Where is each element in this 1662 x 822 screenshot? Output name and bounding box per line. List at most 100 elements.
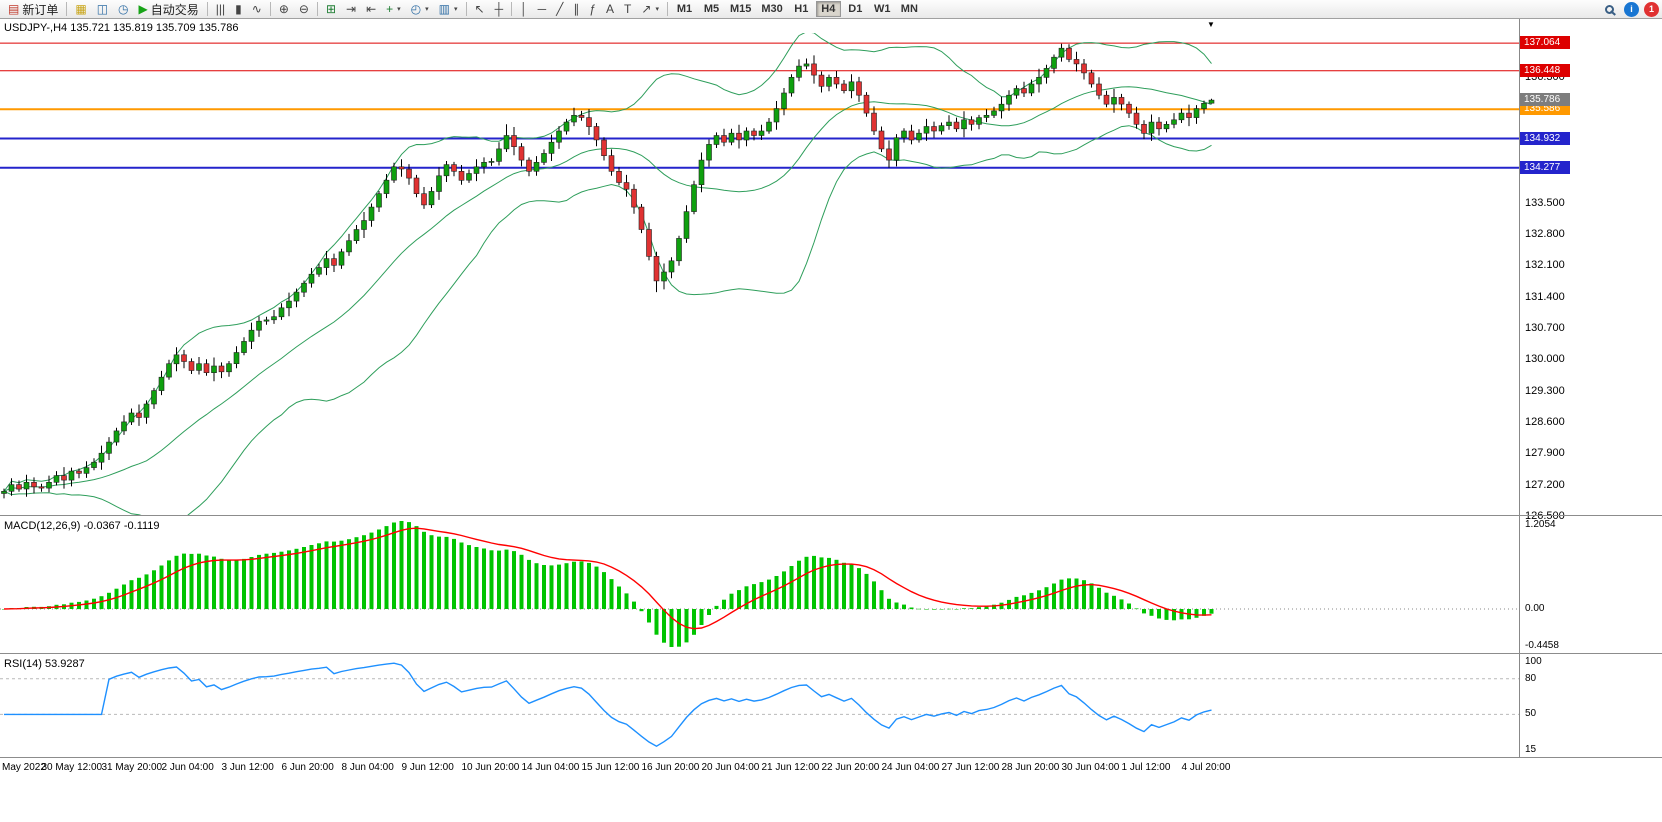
line-chart-icon: ∿ xyxy=(251,1,262,16)
arrow-icon: ↗ xyxy=(641,1,652,16)
vertical-line-button[interactable]: │ xyxy=(515,1,533,18)
macd-indicator-label: MACD(12,26,9) -0.0367 -0.1119 xyxy=(4,520,160,532)
time-axis-label: 9 Jun 12:00 xyxy=(401,762,454,773)
play-icon: ▶ xyxy=(138,1,148,16)
time-axis-label: 30 Jun 04:00 xyxy=(1061,762,1120,773)
crosshair-icon: ┼ xyxy=(494,1,504,16)
macd-main-value: -0.0367 xyxy=(83,520,121,532)
macd-panel-svg[interactable] xyxy=(0,517,1519,653)
time-axis-label: 15 Jun 12:00 xyxy=(581,762,640,773)
price-level-marker: 136.448 xyxy=(1520,63,1570,77)
rsi-indicator-label: RSI(14) 53.9287 xyxy=(4,658,85,670)
toolbar-separator xyxy=(511,2,513,16)
time-axis-label: May 2022 xyxy=(2,762,46,773)
level-lines xyxy=(0,42,1519,169)
text-label-button[interactable]: T xyxy=(619,1,636,18)
time-axis-label: 22 Jun 20:00 xyxy=(821,762,880,773)
toolbar-separator xyxy=(316,2,318,16)
notifications-button[interactable]: 1 xyxy=(1644,1,1659,17)
auto-scroll-button[interactable]: ⇥ xyxy=(341,1,361,18)
templates-icon: ▥ xyxy=(438,1,450,16)
horizontal-line-button[interactable]: ─ xyxy=(533,1,552,18)
time-axis-label: 27 Jun 12:00 xyxy=(941,762,1000,773)
price-axis-label: 130.000 xyxy=(1525,353,1565,366)
price-axis-label: 128.600 xyxy=(1525,415,1565,428)
price-axis-label: 132.800 xyxy=(1525,227,1565,240)
price-axis-label: 127.900 xyxy=(1525,447,1565,460)
panel-separator[interactable] xyxy=(0,653,1662,654)
indicators-add-icon: + xyxy=(386,1,394,16)
zoom-in-icon: ⊕ xyxy=(278,1,289,16)
cursor-button[interactable]: ↖ xyxy=(470,1,490,18)
market-watch-icon: ◷ xyxy=(118,1,129,16)
rsi-value: 53.9287 xyxy=(44,658,85,670)
tf-m5-button[interactable]: M5 xyxy=(699,1,724,17)
tf-h4-button[interactable]: H4 xyxy=(815,1,841,17)
macd-scale-max: 1.2054 xyxy=(1525,519,1556,530)
time-axis-label: 30 May 12:00 xyxy=(41,762,103,773)
line-chart-button[interactable]: ∿ xyxy=(247,1,267,18)
market-watch-button[interactable]: ◷ xyxy=(113,1,133,18)
indicators-button[interactable]: + ▾ xyxy=(381,1,406,18)
tile-windows-button[interactable]: ⊞ xyxy=(321,1,341,18)
chart-shift-icon: ⇤ xyxy=(366,1,377,16)
price-axis[interactable]: 136.300 133.500 132.800 132.100 131.400 130.7… xyxy=(1519,19,1662,758)
rsi-panel-svg[interactable] xyxy=(0,655,1519,756)
main-chart-svg[interactable] xyxy=(0,33,1519,515)
price-level-marker: 134.932 xyxy=(1520,131,1570,145)
price-level-marker: 137.064 xyxy=(1520,36,1570,50)
tf-m30-button[interactable]: M30 xyxy=(757,1,786,17)
time-axis-label: 4 Jul 20:00 xyxy=(1181,762,1231,773)
channel-button[interactable]: ∥ xyxy=(568,1,584,18)
symbol-period-label: USDJPY-,H4 xyxy=(4,22,68,34)
text-label-icon: T xyxy=(624,1,632,16)
chart-shift-button[interactable]: ⇤ xyxy=(361,1,381,18)
arrows-button[interactable]: ↗ ▾ xyxy=(636,1,664,18)
rsi-levels xyxy=(0,678,1519,715)
macd-signal-value: -0.1119 xyxy=(123,520,160,532)
zoom-out-button[interactable]: ⊖ xyxy=(294,1,314,18)
tf-h1-button[interactable]: H1 xyxy=(789,1,814,17)
auto-trading-button[interactable]: ▶ 自动交易 xyxy=(134,1,204,18)
toolbar: ▤ 新订单 ▦ ◫ ◷ ▶ 自动交易 ||| ▮ ∿ ⊕ ⊖ ⊞ ⇥ ⇤ + ▾ ◴ ▾ ▥ ▾ ↖ ┼ │ ─ ╱ ∥ ƒ A T ↗ ▾ M… xyxy=(0,0,1662,19)
charts-button[interactable]: ▦ xyxy=(70,1,91,18)
tf-m15-button[interactable]: M15 xyxy=(726,1,755,17)
time-axis[interactable]: May 2022 30 May 12:00 31 May 20:00 2 Jun 04… xyxy=(0,758,1519,784)
tf-m1-button[interactable]: M1 xyxy=(672,1,697,17)
bar-chart-button[interactable]: ||| xyxy=(211,1,230,18)
bid-price-marker: 135.786 xyxy=(1520,93,1570,107)
vertical-line-icon: │ xyxy=(520,1,528,16)
tf-w1-button[interactable]: W1 xyxy=(870,1,895,17)
toolbar-separator xyxy=(206,2,208,16)
price-axis-label: 127.200 xyxy=(1525,478,1565,491)
macd-scale-min: -0.4458 xyxy=(1525,640,1559,651)
auto-trading-button-label: 自动交易 xyxy=(150,2,199,17)
community-button[interactable]: i xyxy=(1624,1,1639,17)
search-button[interactable] xyxy=(1600,1,1619,18)
price-axis-label: 132.100 xyxy=(1525,259,1565,272)
profiles-icon: ◫ xyxy=(96,1,109,16)
templates-button[interactable]: ▥ ▾ xyxy=(434,1,463,18)
new-order-button[interactable]: ▤ 新订单 xyxy=(3,1,63,18)
price-axis-label: 129.300 xyxy=(1525,384,1565,397)
crosshair-button[interactable]: ┼ xyxy=(490,1,509,18)
time-axis-label: 24 Jun 04:00 xyxy=(881,762,940,773)
periods-button[interactable]: ◴ ▾ xyxy=(406,1,434,18)
text-button[interactable]: A xyxy=(601,1,619,18)
fibonacci-button[interactable]: ƒ xyxy=(584,1,601,18)
zoom-in-button[interactable]: ⊕ xyxy=(274,1,294,18)
price-axis-label: 131.400 xyxy=(1525,290,1565,303)
candlestick-button[interactable]: ▮ xyxy=(230,1,247,18)
tf-d1-button[interactable]: D1 xyxy=(843,1,868,17)
horizontal-line-icon: ─ xyxy=(537,1,547,16)
trendline-button[interactable]: ╱ xyxy=(551,1,568,18)
search-icon xyxy=(1605,4,1614,14)
text-icon: A xyxy=(606,1,615,16)
price-axis-label: 133.500 xyxy=(1525,196,1565,209)
time-axis-label: 3 Jun 12:00 xyxy=(221,762,274,773)
time-axis-label: 14 Jun 04:00 xyxy=(521,762,580,773)
panel-separator[interactable] xyxy=(0,515,1662,516)
profiles-button[interactable]: ◫ xyxy=(92,1,113,18)
chart-shift-marker-icon[interactable]: ▼ xyxy=(1207,20,1215,29)
tf-mn-button[interactable]: MN xyxy=(897,1,922,17)
